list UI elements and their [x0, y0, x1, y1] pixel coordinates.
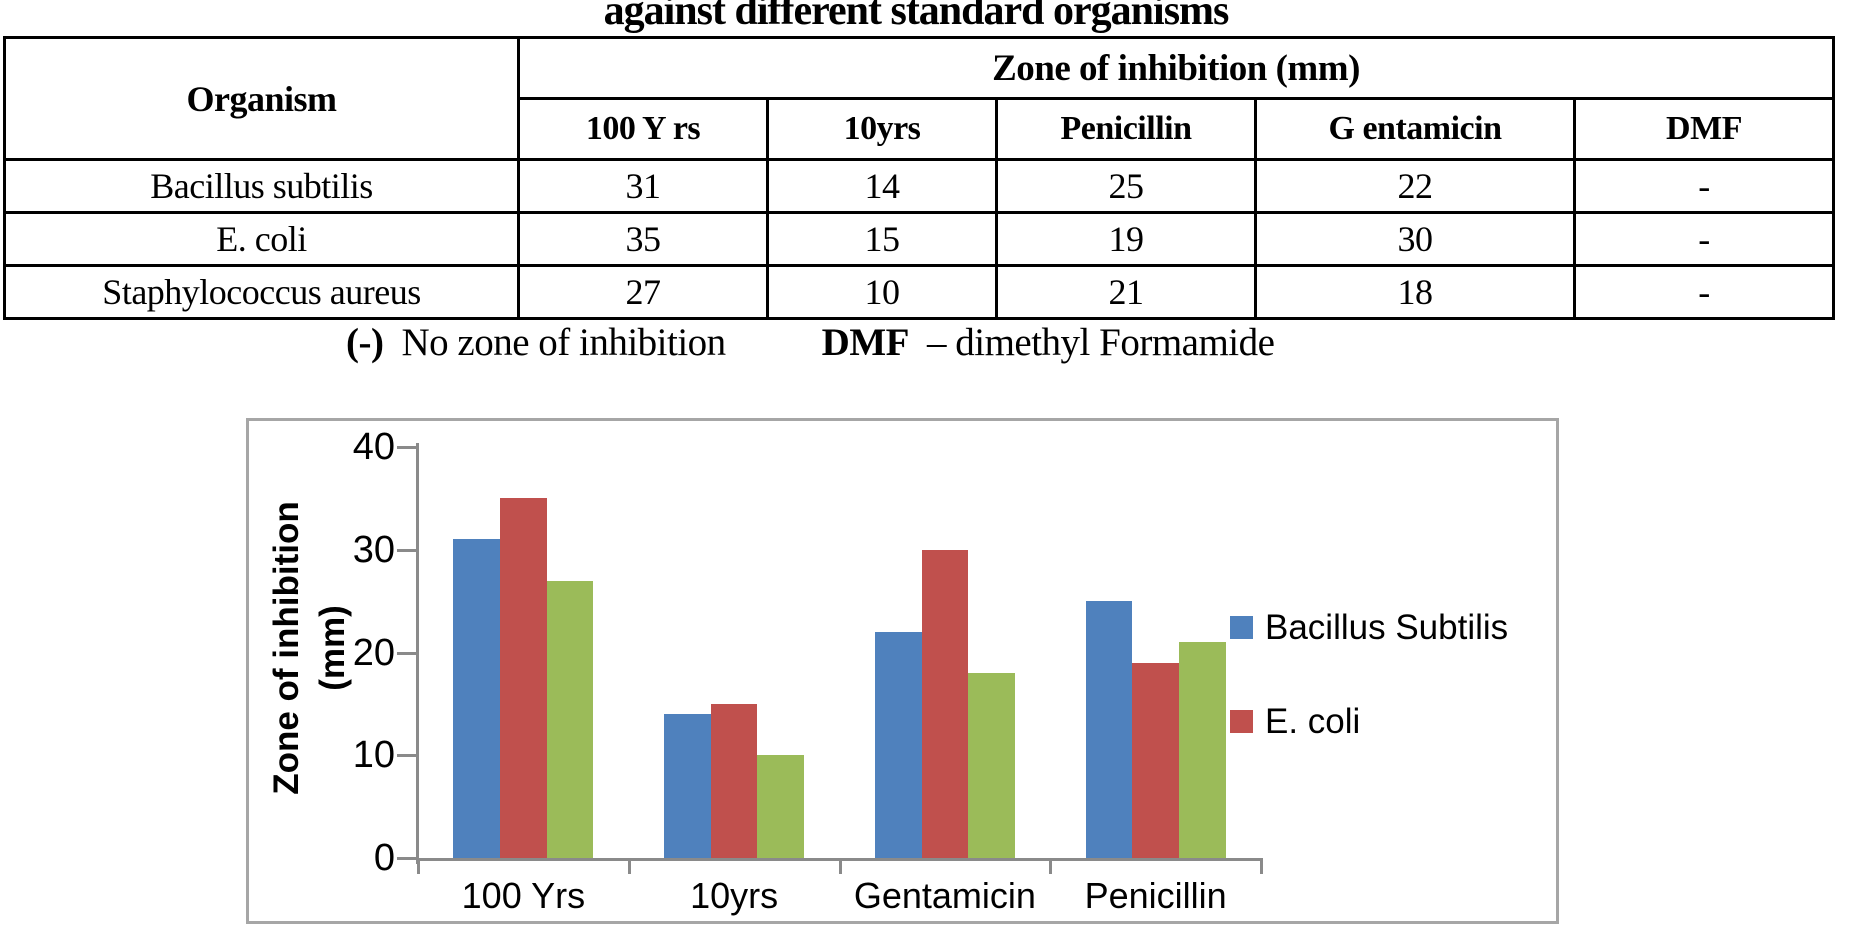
x-tick-mark	[838, 858, 842, 874]
footnote-dash-text: No zone of inhibition	[401, 321, 726, 364]
category-label: 10yrs	[690, 875, 779, 916]
y-tick-label: 30	[352, 528, 395, 571]
bar	[664, 714, 711, 858]
table-header-organism: Organism	[3, 36, 520, 161]
y-tick-label: 10	[352, 734, 395, 777]
organism-cell: E. coli	[3, 211, 520, 267]
value-cell: 15	[766, 211, 998, 267]
value-cell: 31	[517, 158, 769, 214]
organisms-table: Organism Zone of inhibition (mm) 100 Y r…	[3, 36, 1836, 320]
x-tick-mark	[627, 858, 631, 874]
bar	[1085, 601, 1133, 858]
bar	[1178, 642, 1226, 858]
value-cell: 22	[1254, 158, 1576, 214]
category-label: Gentamicin	[853, 875, 1036, 916]
y-tick-mark	[397, 548, 417, 552]
value-cell: 18	[1254, 264, 1576, 320]
footnote-dash-symbol: (-)	[346, 321, 384, 364]
value-cell: 10	[766, 264, 998, 320]
value-cell: 30	[1254, 211, 1576, 267]
footnote-dmf-text: – dimethyl Formamide	[926, 321, 1275, 364]
bar	[757, 755, 805, 858]
value-cell: 21	[995, 264, 1257, 320]
y-tick-label: 40	[352, 426, 395, 468]
bar	[874, 631, 922, 858]
value-cell: 25	[995, 158, 1257, 214]
value-cell: 14	[766, 158, 998, 214]
footnote: (-) No zone of inhibition DMF – dimethyl Fo…	[346, 320, 1275, 365]
bar	[546, 580, 594, 858]
legend-label: Bacillus Subtilis	[1265, 608, 1509, 647]
table-subheader-dmf: DMF	[1572, 97, 1836, 161]
organism-cell: Bacillus subtilis	[3, 158, 520, 214]
bar-chart: Zone of inhibition (mm) 0 10 20 30 40 100 Yrs…	[246, 418, 1559, 924]
value-cell: 35	[517, 211, 769, 267]
y-axis	[416, 443, 419, 864]
category-label: 100 Yrs	[461, 875, 586, 916]
x-tick-mark	[1260, 858, 1263, 874]
y-tick-mark	[397, 446, 417, 449]
footnote-dmf-symbol: DMF	[821, 321, 910, 364]
table-row: Bacillus subtilis 31 14 25 22 -	[3, 158, 1836, 214]
table-subheader-100yrs: 100 Y rs	[517, 97, 769, 161]
value-cell: -	[1572, 158, 1836, 214]
page-title: against different standard organisms	[603, 0, 1230, 34]
x-tick-mark	[417, 858, 420, 874]
category-label: Penicillin	[1084, 875, 1227, 916]
bar	[453, 539, 501, 858]
value-cell: 19	[995, 211, 1257, 267]
organism-cell: Staphylococcus aureus	[3, 264, 520, 320]
legend-swatch	[1230, 616, 1253, 639]
table-subheader-10yrs: 10yrs	[766, 97, 998, 161]
x-tick-mark	[1049, 858, 1053, 874]
bar	[968, 673, 1015, 858]
table-header-zone: Zone of inhibition (mm)	[516, 36, 1836, 100]
legend-swatch	[1230, 710, 1253, 733]
table-row: E. coli 35 15 19 30 -	[3, 211, 1836, 267]
table-subheader-gentamicin: G entamicin	[1254, 97, 1576, 161]
legend-label: E. coli	[1265, 702, 1361, 741]
y-tick-mark	[397, 857, 417, 860]
table-row: Staphylococcus aureus 27 10 21 18 -	[3, 264, 1836, 320]
bar	[710, 703, 758, 858]
y-tick-mark	[397, 754, 417, 758]
plot-area: 0 10 20 30 40 100 Yrs 10yrs Gentamicin Penicilli…	[249, 421, 1556, 921]
value-cell: -	[1572, 264, 1836, 320]
bar	[500, 498, 547, 858]
value-cell: -	[1572, 211, 1836, 267]
y-tick-label: 0	[373, 837, 395, 879]
bar	[1132, 662, 1179, 858]
bar	[921, 549, 969, 858]
table-subheader-penicillin: Penicillin	[995, 97, 1257, 161]
y-tick-label: 20	[352, 631, 395, 674]
y-tick-mark	[397, 651, 417, 655]
value-cell: 27	[517, 264, 769, 320]
